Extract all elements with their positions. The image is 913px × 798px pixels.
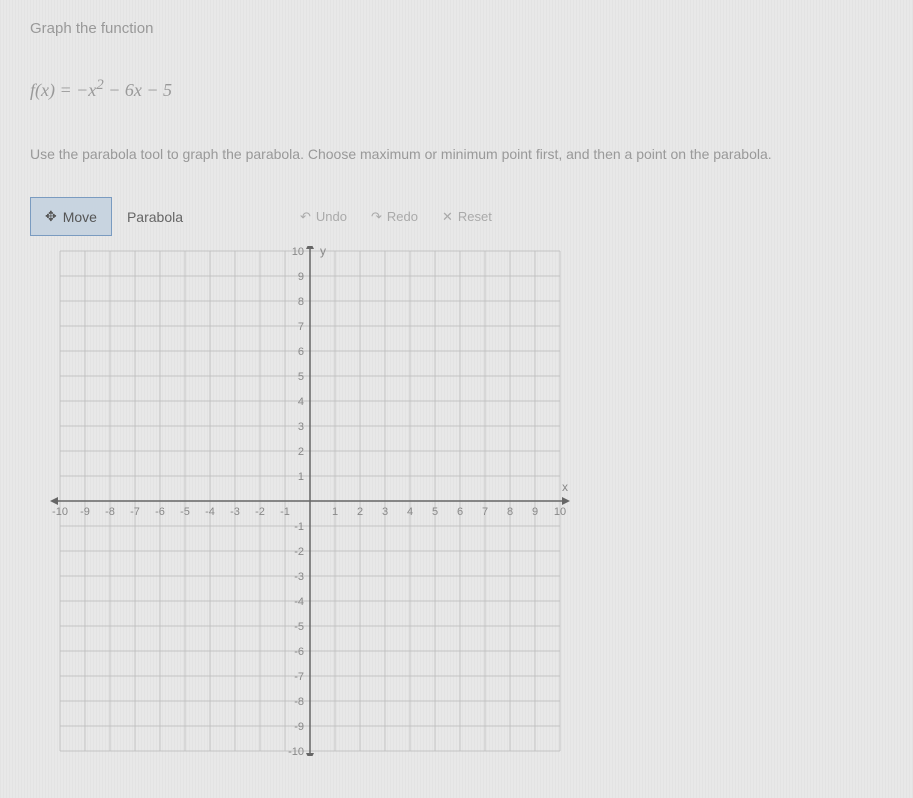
undo-button[interactable]: ↶ Undo — [288, 201, 359, 233]
svg-text:3: 3 — [382, 506, 388, 518]
svg-text:5: 5 — [298, 371, 304, 383]
reset-button[interactable]: ✕ Reset — [430, 201, 504, 233]
svg-text:-6: -6 — [155, 506, 165, 518]
svg-text:7: 7 — [482, 506, 488, 518]
svg-text:4: 4 — [298, 396, 304, 408]
redo-button[interactable]: ↷ Redo — [359, 201, 430, 233]
svg-text:-10: -10 — [52, 506, 68, 518]
svg-text:-2: -2 — [255, 506, 265, 518]
svg-text:-9: -9 — [80, 506, 90, 518]
svg-text:y: y — [320, 246, 326, 258]
svg-text:2: 2 — [298, 446, 304, 458]
sub-instruction-text: Use the parabola tool to graph the parab… — [30, 146, 883, 162]
move-label: Move — [63, 209, 97, 225]
svg-text:1: 1 — [332, 506, 338, 518]
graph-area[interactable]: -10 -9 -8 -7 -6 -5 -4 -3 -2 -1 1 2 3 4 5 6 7 8 9 10 -10 -9 -8 -… — [30, 246, 570, 756]
redo-label: Redo — [387, 209, 418, 224]
svg-text:-4: -4 — [205, 506, 215, 518]
svg-text:5: 5 — [432, 506, 438, 518]
svg-text:2: 2 — [357, 506, 363, 518]
svg-text:8: 8 — [298, 296, 304, 308]
svg-text:7: 7 — [298, 321, 304, 333]
reset-icon: ✕ — [442, 209, 453, 225]
svg-text:-4: -4 — [294, 596, 304, 608]
svg-text:-3: -3 — [230, 506, 240, 518]
svg-text:-5: -5 — [180, 506, 190, 518]
svg-text:6: 6 — [298, 346, 304, 358]
reset-label: Reset — [458, 209, 492, 224]
redo-icon: ↷ — [371, 209, 382, 225]
svg-text:-8: -8 — [294, 696, 304, 708]
svg-text:6: 6 — [457, 506, 463, 518]
svg-text:9: 9 — [298, 271, 304, 283]
move-icon: ✥ — [45, 208, 57, 225]
svg-text:-1: -1 — [294, 521, 304, 533]
formula-text: f(x) = −x2 − 6x − 5 — [30, 80, 172, 100]
svg-text:-7: -7 — [130, 506, 140, 518]
svg-text:-6: -6 — [294, 646, 304, 658]
parabola-label: Parabola — [127, 209, 183, 225]
toolbar: ✥ Move Parabola ↶ Undo ↷ Redo ✕ Reset — [30, 197, 883, 236]
svg-text:3: 3 — [298, 421, 304, 433]
svg-text:-10: -10 — [288, 746, 304, 756]
svg-text:x: x — [562, 480, 568, 494]
undo-label: Undo — [316, 209, 347, 224]
svg-text:10: 10 — [292, 246, 304, 258]
svg-text:9: 9 — [532, 506, 538, 518]
svg-text:-8: -8 — [105, 506, 115, 518]
formula: f(x) = −x2 − 6x − 5 — [30, 77, 883, 101]
undo-icon: ↶ — [300, 209, 311, 225]
svg-text:10: 10 — [554, 506, 566, 518]
coordinate-grid[interactable]: -10 -9 -8 -7 -6 -5 -4 -3 -2 -1 1 2 3 4 5 6 7 8 9 10 -10 -9 -8 -… — [30, 246, 570, 756]
svg-text:-9: -9 — [294, 721, 304, 733]
instruction-text: Graph the function — [30, 20, 883, 37]
svg-text:-1: -1 — [280, 506, 290, 518]
svg-text:8: 8 — [507, 506, 513, 518]
svg-text:-7: -7 — [294, 671, 304, 683]
svg-text:4: 4 — [407, 506, 413, 518]
svg-text:1: 1 — [298, 471, 304, 483]
svg-text:-5: -5 — [294, 621, 304, 633]
move-tool-button[interactable]: ✥ Move — [30, 197, 112, 236]
parabola-tool-button[interactable]: Parabola — [112, 198, 198, 236]
svg-text:-2: -2 — [294, 546, 304, 558]
svg-text:-3: -3 — [294, 571, 304, 583]
